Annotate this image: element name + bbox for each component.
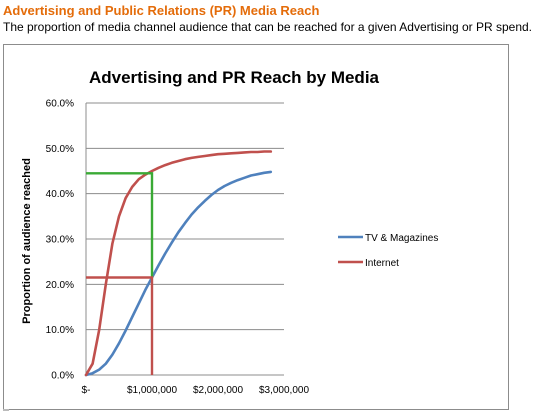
y-axis-label: Proportion of audience reached	[21, 158, 33, 324]
guide-lines	[86, 172, 154, 375]
y-tick-label-6: 60.0%	[46, 99, 74, 110]
y-tick-label-1: 10.0%	[46, 325, 74, 336]
footer-mark	[3, 409, 9, 411]
reach-chart: Advertising and PR Reach by Media Propor…	[21, 68, 438, 397]
y-tick-label-3: 30.0%	[46, 235, 74, 246]
legend-label-internet: Internet	[365, 258, 399, 269]
y-tick-label-0: 0.0%	[51, 371, 74, 382]
gridlines	[86, 102, 284, 331]
y-tick-label-5: 50.0%	[46, 144, 74, 155]
x-tick-label-0: $-	[82, 385, 91, 396]
chart-title: Advertising and PR Reach by Media	[89, 68, 380, 87]
axes	[85, 103, 284, 376]
page-subheading: The proportion of media channel audience…	[3, 20, 533, 34]
x-tick-label-3: $3,000,000	[259, 385, 309, 396]
series-line-tv-magazines	[84, 170, 273, 377]
tick-labels: 0.0% 10.0% 20.0% 30.0% 40.0% 50.0% 60.0% $- $1,0…	[46, 99, 310, 397]
legend: TV & Magazines Internet	[338, 233, 438, 269]
page-heading: Advertising and Public Relations (PR) Me…	[3, 3, 320, 18]
y-tick-label-2: 20.0%	[46, 280, 74, 291]
x-tick-label-2: $2,000,000	[193, 385, 243, 396]
series-lines	[84, 150, 273, 377]
y-tick-label-4: 40.0%	[46, 189, 74, 200]
guide-line-1	[86, 276, 154, 375]
legend-label-tv-magazines: TV & Magazines	[365, 233, 438, 244]
chart-frame: Advertising and PR Reach by Media Propor…	[3, 44, 509, 410]
x-tick-label-1: $1,000,000	[127, 385, 177, 396]
guide-line-0	[86, 172, 154, 278]
series-line-internet	[84, 150, 273, 377]
